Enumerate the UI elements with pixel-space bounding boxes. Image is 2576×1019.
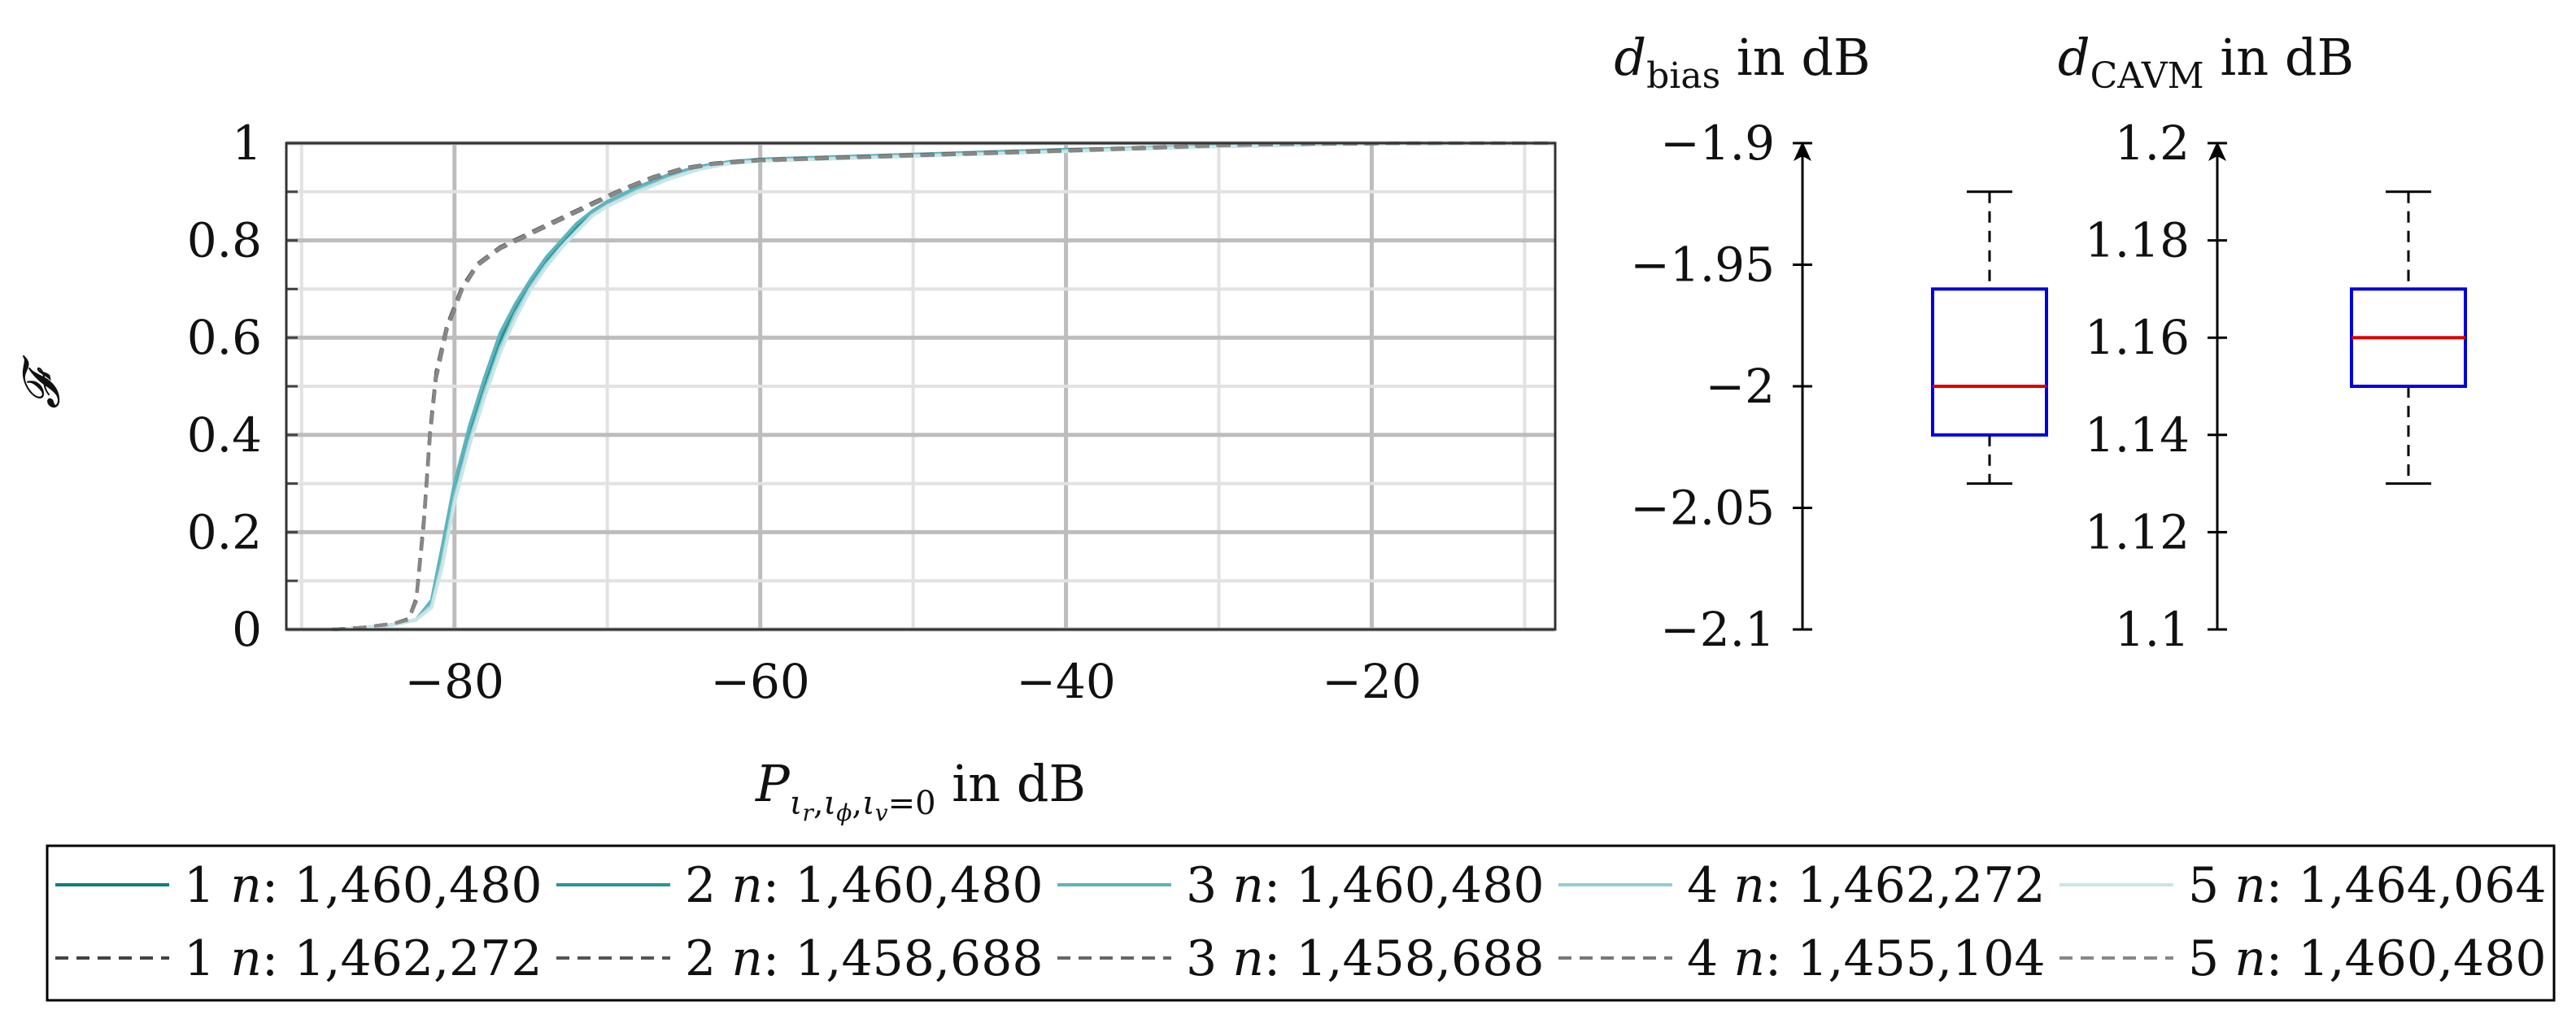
legend-label: 3 n: 1,460,480 bbox=[1186, 857, 1545, 914]
legend-entry: 5 n: 1,464,064 bbox=[2059, 857, 2547, 914]
cdf-y-tick-label: 1 bbox=[232, 115, 262, 171]
bias-y-axis-arrow bbox=[1794, 142, 1811, 161]
legend-label: 1 n: 1,460,480 bbox=[184, 857, 543, 914]
cdf-x-tick-label: −80 bbox=[405, 654, 504, 709]
legend-label: 5 n: 1,460,480 bbox=[2188, 930, 2547, 987]
bias-y-tick-label: −1.9 bbox=[1660, 115, 1775, 171]
legend-entry: 4 n: 1,455,104 bbox=[1558, 930, 2046, 987]
cdf-y-tick-label: 0.4 bbox=[187, 407, 262, 463]
cdf-grid bbox=[286, 141, 1555, 632]
cdf-y-tick-label: 0.2 bbox=[187, 504, 262, 560]
cavm-y-tick-label: 1.2 bbox=[2115, 115, 2190, 171]
cavm-y-tick-label: 1.18 bbox=[2085, 213, 2190, 268]
bias-y-tick-label: −2.1 bbox=[1660, 602, 1775, 657]
cdf-x-axis-label: Pιr,ιϕ,ιv=0 in dB bbox=[755, 754, 1086, 826]
legend-label: 4 n: 1,462,272 bbox=[1687, 857, 2046, 914]
cavm-y-tick-label: 1.16 bbox=[2085, 310, 2190, 365]
legend-entries: 1 n: 1,460,480 2 n: 1,460,480 3 n: 1,460,4… bbox=[55, 857, 2547, 987]
cdf-y-tick-label: 0 bbox=[232, 602, 262, 657]
legend-entry: 5 n: 1,460,480 bbox=[2059, 930, 2547, 987]
legend-label: 1 n: 1,462,272 bbox=[184, 930, 543, 987]
legend-entry: 1 n: 1,460,480 bbox=[55, 857, 543, 914]
cdf-x-tick-label: −40 bbox=[1016, 654, 1115, 709]
bias-y-tick-label: −1.95 bbox=[1630, 237, 1775, 293]
legend-entry: 3 n: 1,458,688 bbox=[1057, 930, 1545, 987]
legend-entry: 1 n: 1,462,272 bbox=[55, 930, 543, 987]
cdf-plot-frame bbox=[285, 142, 1557, 631]
bias-y-tick-label: −2.05 bbox=[1630, 481, 1775, 536]
cdf-x-tick-label: −60 bbox=[710, 654, 809, 709]
cdf-y-tick-labels: 0 0.2 0.4 0.6 0.8 1 bbox=[187, 115, 262, 657]
cdf-x-tick-labels: −80 −60 −40 −20 bbox=[405, 654, 1422, 709]
cavm-y-axis-arrow bbox=[2208, 142, 2226, 161]
legend-entry: 3 n: 1,460,480 bbox=[1057, 857, 1545, 914]
cdf-y-tick-label: 0.8 bbox=[187, 213, 262, 268]
legend-frame bbox=[46, 844, 2556, 1002]
legend: 1 n: 1,460,480 2 n: 1,460,480 3 n: 1,460,4… bbox=[46, 844, 2556, 1002]
cdf-x-tick-label: −20 bbox=[1322, 654, 1421, 709]
cdf-y-tick-label: 0.6 bbox=[187, 310, 262, 365]
cdf-panel: −80 −60 −40 −20 0 0.2 0.4 0.6 0.8 1 𝓕 Pιr,ιϕ,ιv=… bbox=[11, 115, 1557, 826]
bias-y-tick-label: −2 bbox=[1706, 359, 1776, 414]
bias-box bbox=[1931, 190, 2048, 486]
legend-label: 5 n: 1,464,064 bbox=[2188, 857, 2547, 914]
cdf-series-line-5 bbox=[332, 142, 1555, 631]
legend-label: 3 n: 1,458,688 bbox=[1186, 930, 1545, 987]
cavm-y-tick-labels: 1.1 1.12 1.14 1.16 1.18 1.2 bbox=[2085, 115, 2227, 657]
legend-label: 2 n: 1,460,480 bbox=[685, 857, 1044, 914]
cavm-y-tick-label: 1.12 bbox=[2085, 504, 2190, 560]
bias-boxplot-title: dbias in dB bbox=[1614, 28, 1870, 97]
cavm-boxplot-title: dCAVM in dB bbox=[2058, 28, 2354, 97]
cavm-boxplot-panel: dCAVM in dB 1.1 1.12 1.14 1.16 1.18 1.2 bbox=[2058, 28, 2467, 657]
cavm-y-tick-label: 1.1 bbox=[2115, 602, 2190, 657]
cavm-y-tick-label: 1.14 bbox=[2085, 407, 2190, 463]
legend-entry: 4 n: 1,462,272 bbox=[1558, 857, 2046, 914]
cavm-box bbox=[2350, 190, 2467, 486]
bias-boxplot-panel: dbias in dB −2.1 −2.05 −2 −1.95 −1.9 bbox=[1614, 28, 2048, 657]
cdf-series-group bbox=[332, 142, 1555, 631]
legend-label: 4 n: 1,455,104 bbox=[1687, 930, 2046, 987]
cdf-y-axis-label: 𝓕 bbox=[11, 355, 71, 409]
legend-entry: 2 n: 1,458,688 bbox=[556, 930, 1044, 987]
legend-entry: 2 n: 1,460,480 bbox=[556, 857, 1044, 914]
legend-label: 2 n: 1,458,688 bbox=[685, 930, 1044, 987]
cdf-series-line-10 bbox=[332, 142, 1555, 631]
bias-y-tick-labels: −2.1 −2.05 −2 −1.95 −1.9 bbox=[1630, 115, 1812, 657]
bias-iqr-box bbox=[1931, 287, 2048, 437]
